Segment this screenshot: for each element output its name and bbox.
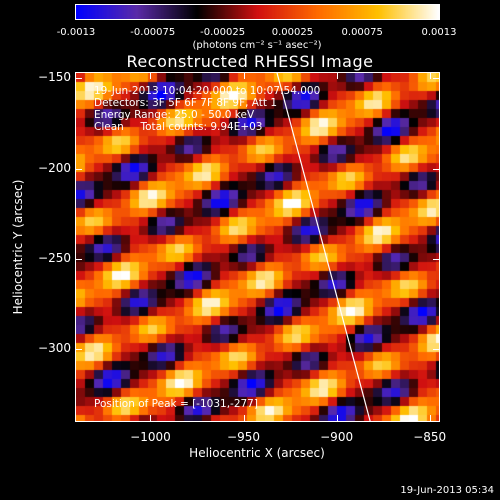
y-tick-mark [75, 78, 82, 80]
x-tick-label: −850 [413, 430, 447, 444]
colorbar-tick-label: -0.0013 [56, 27, 96, 38]
x-tick-mark [336, 72, 338, 79]
x-tick-label: −950 [227, 430, 261, 444]
colorbar-gradient [76, 5, 439, 19]
y-axis-label: Heliocentric Y (arcsec) [11, 179, 25, 315]
x-tick-mark [243, 415, 245, 422]
y-tick-label: −200 [38, 160, 71, 175]
colorbar-tick-label: -0.00075 [130, 27, 176, 38]
x-tick-mark [429, 415, 431, 422]
y-tick-label: −150 [38, 70, 71, 85]
x-tick-mark [336, 415, 338, 422]
info-line-detectors: Detectors: 3F 5F 6F 7F 8F 9F, Att 1 [94, 97, 278, 109]
x-tick-mark [243, 72, 245, 79]
peak-position-label: Position of Peak = [-1031,-277] [94, 398, 258, 410]
solar-limb-line [276, 73, 371, 421]
y-tick-mark [433, 168, 440, 170]
colorbar-tick-label: 0.0013 [421, 27, 457, 38]
y-tick-mark [75, 168, 82, 170]
plot-title: Reconstructed RHESSI Image [126, 52, 374, 71]
y-tick-mark [433, 348, 440, 350]
x-tick-label: −900 [320, 430, 354, 444]
heatmap-image [76, 73, 439, 421]
y-tick-mark [433, 258, 440, 260]
colorbar [75, 4, 440, 20]
colorbar-tick-label: -0.00025 [200, 27, 246, 38]
footer-timestamp: 19-Jun-2013 05:34 [400, 485, 494, 496]
y-tick-label: −300 [38, 340, 71, 355]
y-tick-label: −250 [38, 250, 71, 265]
x-axis-label: Heliocentric X (arcsec) [189, 446, 325, 460]
colorbar-unit-label: (photons cm⁻² s⁻¹ asec⁻²) [192, 40, 322, 51]
y-tick-mark [75, 348, 82, 350]
x-tick-label: −1000 [130, 430, 171, 444]
x-tick-mark [150, 415, 152, 422]
y-tick-mark [75, 258, 82, 260]
info-line-time: 19-Jun-2013 10:04:20.000 to 10:07:54.000 [94, 85, 321, 97]
y-tick-mark [433, 78, 440, 80]
x-tick-mark [429, 72, 431, 79]
info-line-clean: Clean Total counts: 9.94E+03 [94, 121, 263, 133]
colorbar-tick-label: 0.00025 [271, 27, 314, 38]
limb-overlay [276, 73, 371, 421]
info-line-energy: Energy Range: 25.0 - 50.0 keV [94, 109, 255, 121]
plot-area: 19-Jun-2013 10:04:20.000 to 10:07:54.000… [75, 72, 440, 422]
colorbar-tick-label: 0.00075 [341, 27, 383, 38]
x-tick-mark [150, 72, 152, 79]
